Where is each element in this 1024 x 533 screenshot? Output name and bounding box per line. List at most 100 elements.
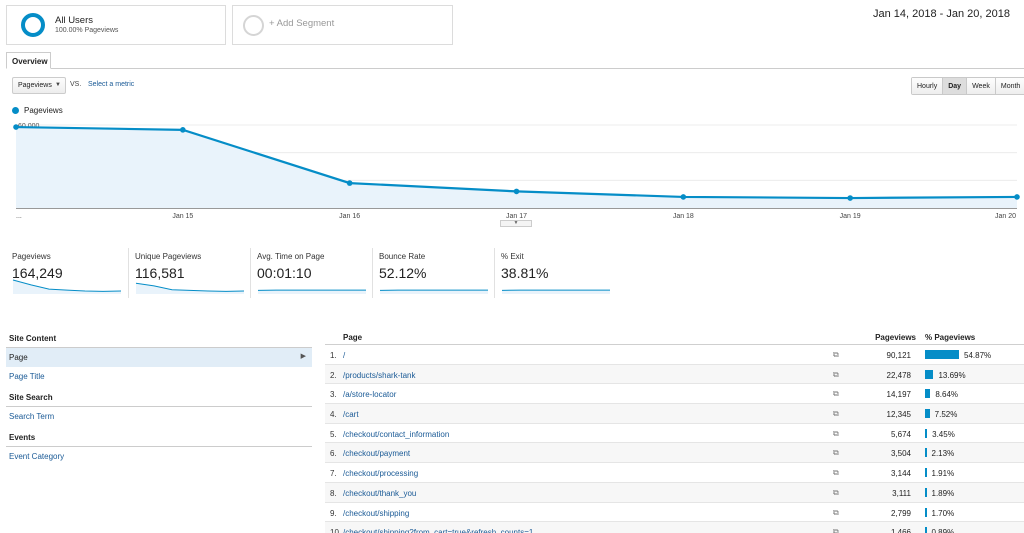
scorecard-bounce-rate[interactable]: Bounce Rate 52.12% (372, 248, 488, 298)
metric-select[interactable]: Pageviews ▼ (12, 77, 66, 94)
add-segment-button[interactable]: + Add Segment (232, 5, 453, 45)
page-link[interactable]: /checkout/payment (343, 449, 411, 459)
data-point[interactable] (346, 180, 353, 186)
row-index: 10. (330, 528, 342, 533)
table-row: 7. /checkout/processing ⧉ 3,144 1.91% (325, 463, 1024, 483)
page-link[interactable]: /cart (343, 410, 359, 420)
pct-value: 7.52% (934, 410, 958, 420)
external-link-icon[interactable]: ⧉ (833, 487, 839, 497)
sparkline-line (12, 279, 122, 292)
tab-overview[interactable]: Overview (6, 52, 51, 69)
table-row: 4. /cart ⧉ 12,345 7.52% (325, 404, 1024, 424)
dimension-search-term[interactable]: Search Term (6, 407, 312, 426)
data-point[interactable] (680, 194, 687, 200)
data-point[interactable] (1014, 194, 1020, 200)
pct-value: 54.87% (964, 351, 992, 360)
dimension-page-title[interactable]: Page Title (6, 367, 312, 386)
external-link-icon[interactable]: ⧉ (833, 448, 839, 458)
dimension-event-category[interactable]: Event Category (6, 447, 312, 466)
scorecard-unique-pageviews[interactable]: Unique Pageviews 116,581 (128, 248, 245, 298)
external-link-icon[interactable]: ⧉ (833, 409, 839, 419)
section-heading: Events (6, 430, 312, 447)
pct-bar (925, 487, 927, 497)
month-button[interactable]: Month (995, 78, 1024, 94)
page-link[interactable]: /checkout/processing (343, 469, 419, 479)
page-link[interactable]: /a/store-locator (343, 390, 397, 400)
external-link-icon[interactable]: ⧉ (833, 350, 839, 359)
scorecard-value: 00:01:10 (257, 265, 312, 281)
section-heading: Site Search (6, 390, 312, 407)
external-link-icon[interactable]: ⧉ (833, 507, 839, 517)
week-button[interactable]: Week (967, 78, 996, 94)
external-link-icon[interactable]: ⧉ (833, 389, 839, 399)
segment-title: All Users (55, 15, 94, 26)
date-range-picker[interactable]: Jan 14, 2018 - Jan 20, 2018 (873, 8, 1010, 20)
pageviews-value: 3,144 (890, 469, 911, 479)
scorecard-sparkline (12, 279, 122, 294)
pct-bar (925, 409, 930, 419)
page-link[interactable]: /products/shark-tank (343, 370, 416, 380)
external-link-icon[interactable]: ⧉ (833, 468, 839, 478)
scorecard-value: 38.81% (501, 265, 549, 281)
external-link-icon[interactable]: ⧉ (833, 428, 839, 438)
x-tick-label: Jan 16 (339, 213, 360, 220)
pageviews-value: 3,504 (890, 449, 911, 459)
granularity-button-group: Hourly Day Week Month (911, 77, 1024, 95)
hourly-button[interactable]: Hourly (912, 78, 944, 94)
data-point[interactable] (13, 124, 19, 130)
pageviews-value: 14,197 (886, 390, 911, 400)
chart-collapse-handle[interactable]: ▼ (500, 220, 532, 227)
pageviews-value: 12,345 (886, 410, 911, 420)
row-index: 4. (330, 410, 337, 420)
pageviews-value: 90,121 (886, 351, 911, 360)
pct-bar (925, 507, 927, 517)
dimension-label: Event Category (9, 452, 65, 461)
row-index: 5. (330, 429, 337, 439)
table-row: 8. /checkout/thank_you ⧉ 3,111 1.89% (325, 482, 1024, 503)
page-link[interactable]: /checkout/contact_information (343, 429, 450, 439)
segment-all-users[interactable]: All Users 100.00% Pageviews (6, 5, 226, 45)
x-tick-label: Jan 17 (506, 213, 527, 220)
pct-value: 1.91% (931, 469, 955, 479)
pct-value: 8.64% (935, 390, 959, 400)
row-index: 8. (330, 488, 337, 498)
scorecard-value: 164,249 (12, 265, 63, 281)
sparkline-fill (380, 290, 488, 294)
scorecard-pageviews[interactable]: Pageviews 164,249 (6, 248, 122, 298)
external-link-icon[interactable]: ⧉ (833, 527, 839, 533)
chart-area-fill (16, 127, 1017, 208)
page-link[interactable]: /checkout/thank_you (343, 488, 417, 498)
page-link[interactable]: /checkout/shipping?from_cart=true&refres… (343, 528, 534, 533)
scorecard--exit[interactable]: % Exit 38.81% (494, 248, 610, 298)
dimension-page[interactable]: Page ▶ (6, 348, 312, 367)
pageviews-value: 2,799 (890, 508, 911, 518)
page-link[interactable]: / (343, 351, 346, 360)
header-page[interactable]: Page (343, 333, 363, 342)
scorecard-label: Pageviews (12, 252, 51, 261)
x-tick-label: Jan 20 (995, 213, 1016, 220)
pct-bar (925, 468, 927, 478)
data-point[interactable] (847, 195, 853, 201)
vs-label: VS. (70, 81, 82, 88)
scorecard-avg-time-on-page[interactable]: Avg. Time on Page 00:01:10 (250, 248, 366, 298)
pct-bar (925, 389, 931, 399)
select-metric-link[interactable]: Select a metric (88, 81, 135, 88)
sparkline-line (135, 282, 245, 292)
page-link[interactable]: /checkout/shipping (343, 508, 410, 518)
x-tick-label: Jan 19 (840, 213, 861, 220)
external-link-icon[interactable]: ⧉ (833, 369, 839, 379)
day-button[interactable]: Day (943, 78, 968, 94)
segment-ring-icon (21, 13, 45, 37)
scorecard-label: Bounce Rate (379, 252, 426, 261)
pageviews-value: 22,478 (886, 370, 911, 380)
data-point[interactable] (513, 188, 520, 195)
data-point[interactable] (180, 127, 186, 133)
pct-bar (925, 428, 928, 438)
table-row: 1. / ⧉ 90,121 54.87% (325, 345, 1024, 365)
dimension-label: Page Title (9, 372, 45, 381)
header-pct-pageviews[interactable]: % Pageviews (925, 333, 976, 342)
dimension-label: Search Term (9, 412, 55, 421)
pageviews-value: 5,674 (890, 429, 911, 439)
header-pageviews[interactable]: Pageviews (875, 333, 916, 342)
legend-dot-icon (12, 107, 19, 114)
